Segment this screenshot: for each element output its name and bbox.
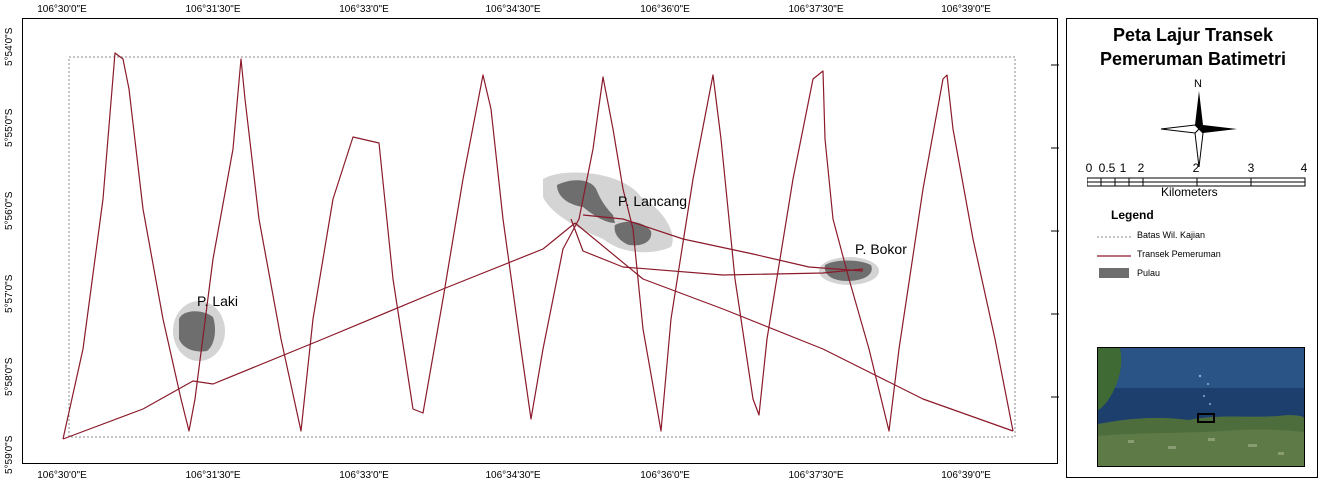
scale-tick: 4 xyxy=(1300,161,1308,175)
label-p-bokor: P. Bokor xyxy=(855,241,907,257)
legend-island-label: Pulau xyxy=(1137,268,1161,278)
label-p-lancang: P. Lancang xyxy=(618,193,688,209)
map-title-line1: Peta Lajur Transek xyxy=(1112,25,1274,45)
bottom-tick: 106°36'0"E xyxy=(640,470,690,481)
scale-tick: 0 xyxy=(1085,161,1093,175)
legend-boundary-label: Batas Wil. Kajian xyxy=(1137,230,1206,240)
transect-lancang-bokor xyxy=(582,214,864,272)
left-tick: 5°56'0"S xyxy=(4,191,15,230)
scale-tick: 2 xyxy=(1192,161,1200,175)
island-laki-shape xyxy=(179,311,215,352)
scale-tick: 2 xyxy=(1137,161,1145,175)
transect-cross-bokor xyxy=(574,222,1014,432)
north-arrow-icon xyxy=(1160,91,1237,168)
transect-cross-laki xyxy=(62,222,576,440)
top-tick: 106°36'0"E xyxy=(640,4,690,15)
bottom-tick: 106°33'0"E xyxy=(339,470,389,481)
map-frame: P. Laki P. Lancang P. Bokor xyxy=(22,18,1059,464)
label-p-laki: P. Laki xyxy=(197,293,238,309)
right-edge-ticks xyxy=(1051,64,1059,398)
legend-panel: Peta Lajur Transek Pemeruman Batimetri N… xyxy=(1066,18,1318,478)
bottom-tick: 106°30'0"E xyxy=(37,470,87,481)
bottom-tick: 106°39'0"E xyxy=(941,470,991,481)
scale-unit: Kilometers xyxy=(1161,185,1218,199)
top-tick: 106°34'30"E xyxy=(485,4,541,15)
island-lancang-north-shape xyxy=(557,180,615,223)
left-tick: 5°55'0"S xyxy=(4,108,15,147)
bottom-tick: 106°34'30"E xyxy=(485,470,541,481)
top-tick: 106°39'0"E xyxy=(941,4,991,15)
scale-tick: 1 xyxy=(1119,161,1127,175)
legend-title: Legend xyxy=(1111,208,1154,222)
bottom-tick: 106°37'30"E xyxy=(788,470,844,481)
study-area-boundary xyxy=(68,56,1016,438)
transect-zigzag xyxy=(62,52,1014,440)
top-tick: 106°33'0"E xyxy=(339,4,389,15)
north-label: N xyxy=(1194,78,1202,90)
inset-map xyxy=(1097,347,1305,467)
inset-satellite-image xyxy=(1098,348,1304,466)
scale-bar xyxy=(1087,177,1306,187)
left-tick: 5°54'0"S xyxy=(4,27,15,66)
left-tick: 5°59'0"S xyxy=(4,435,15,474)
map-canvas xyxy=(62,52,1059,440)
islands xyxy=(179,180,872,352)
legend-transect-label: Transek Pemeruman xyxy=(1137,249,1221,259)
legend-boundary-symbol xyxy=(1097,236,1131,238)
transect-lines xyxy=(62,52,1014,440)
top-tick: 106°30'0"E xyxy=(37,4,87,15)
left-tick: 5°58'0"S xyxy=(4,357,15,396)
legend-transect-symbol xyxy=(1097,255,1131,257)
scale-tick: 0.5 xyxy=(1098,161,1116,175)
top-tick: 106°31'30"E xyxy=(185,4,241,15)
scale-tick: 3 xyxy=(1247,161,1255,175)
map-title-line2: Pemeruman Batimetri xyxy=(1099,49,1287,69)
bottom-tick: 106°31'30"E xyxy=(185,470,241,481)
transect-lancang-loop xyxy=(570,218,864,276)
top-tick: 106°37'30"E xyxy=(788,4,844,15)
island-halos xyxy=(173,172,879,361)
left-tick: 5°57'0"S xyxy=(4,274,15,313)
legend-island-symbol xyxy=(1099,268,1129,278)
